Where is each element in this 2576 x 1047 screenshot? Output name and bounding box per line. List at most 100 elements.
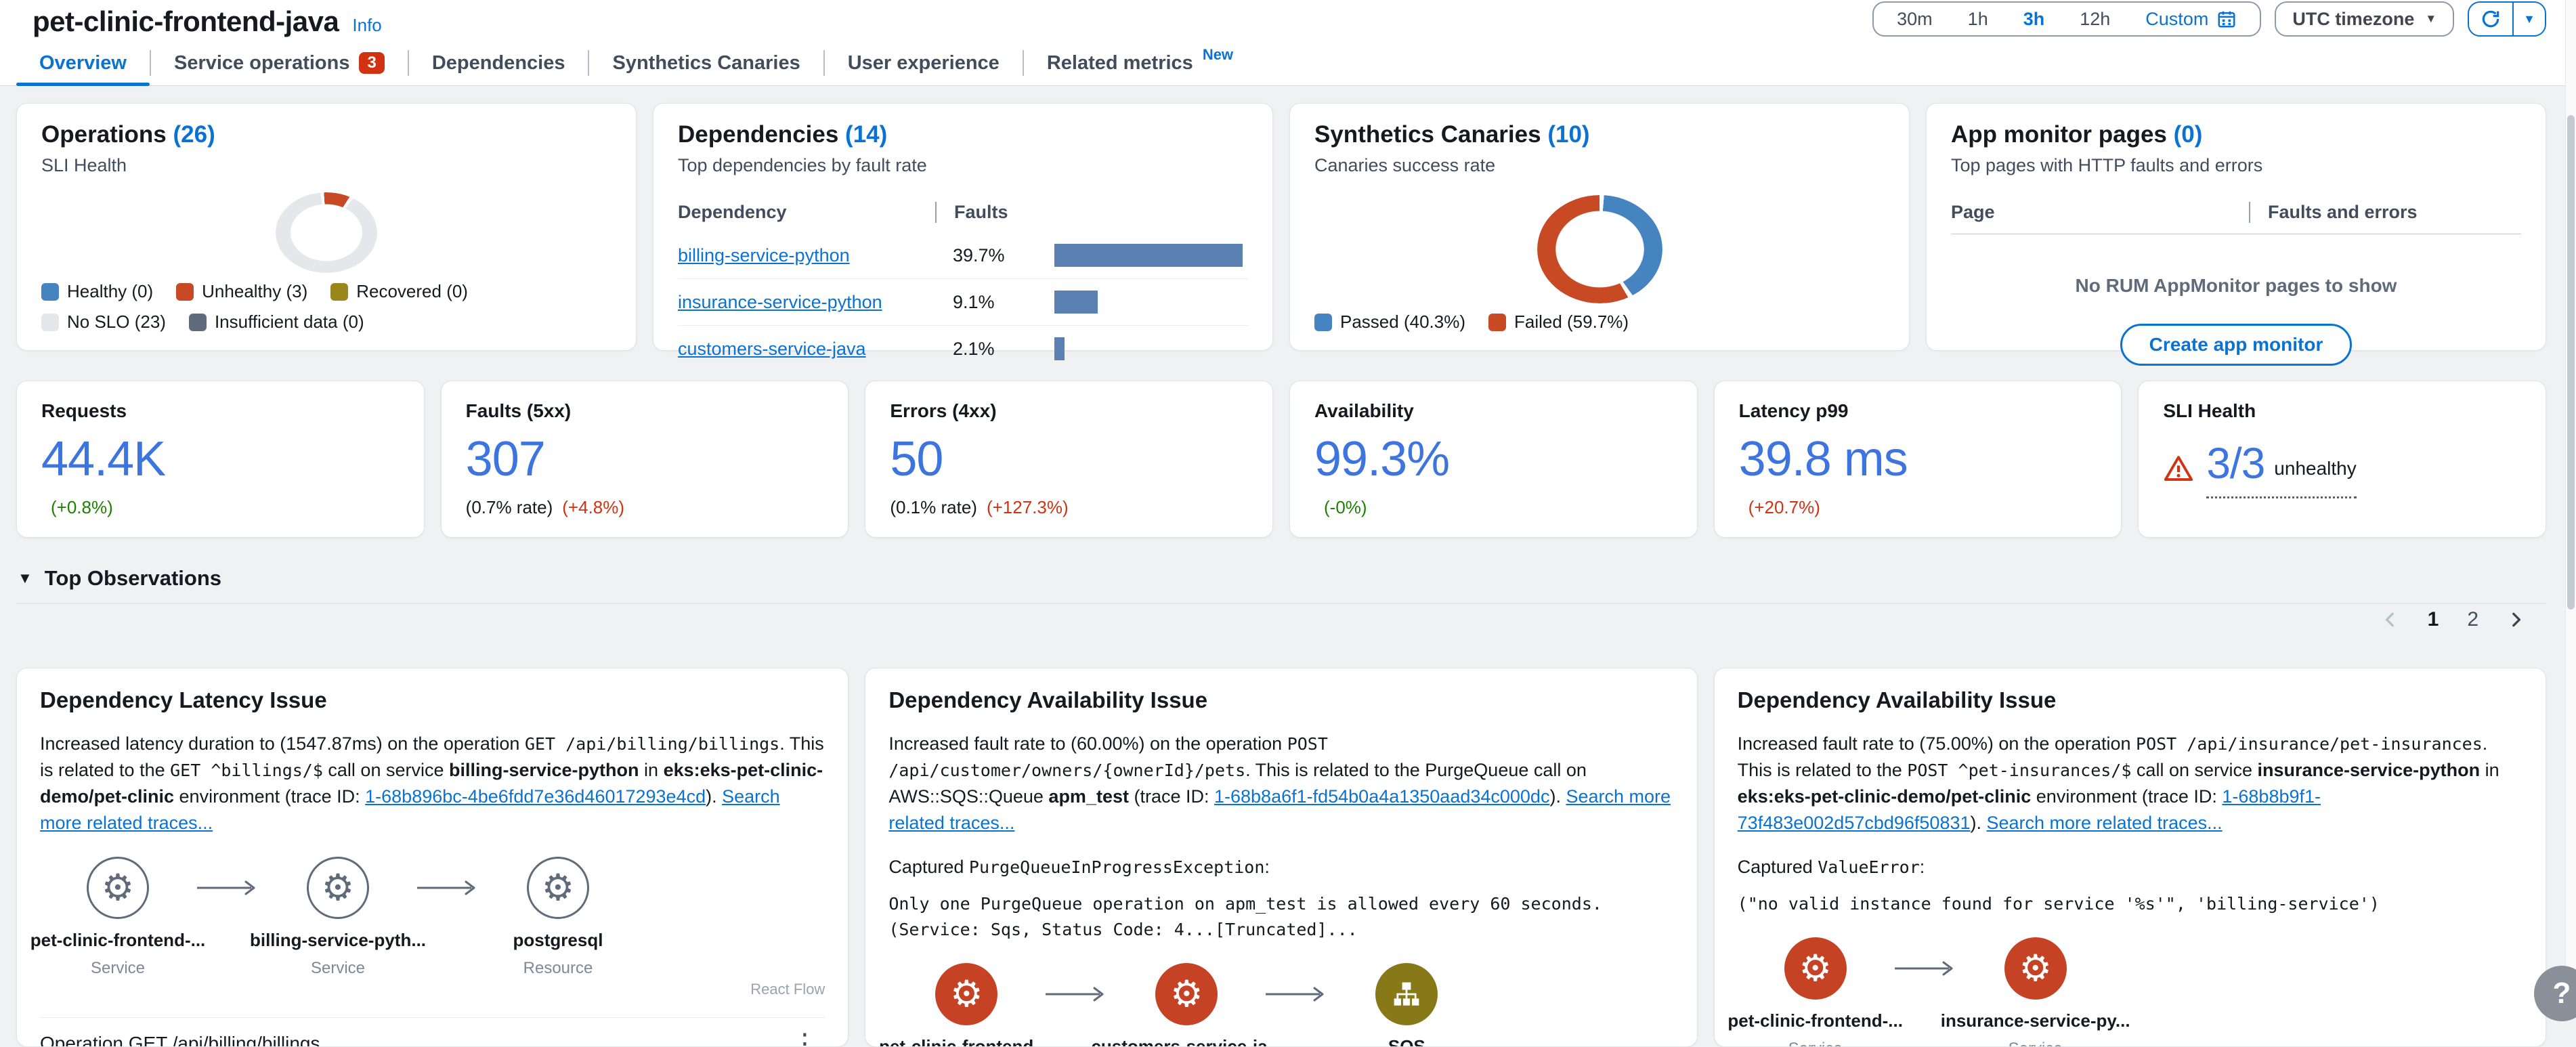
tab-label: Overview (39, 51, 127, 74)
top-observations-section-header[interactable]: ▼ Top Observations (18, 566, 221, 591)
observation-title: Dependency Availability Issue (888, 687, 1208, 712)
refresh-button-group: ▼ (2468, 1, 2546, 37)
inline-link[interactable]: 1-68b8b9f1-73f483e002d57cbd96f50831 (1737, 786, 2321, 833)
warning-icon (2164, 455, 2193, 481)
service-flow-diagram: ⚙ pet-clinic-frontend-... Service ⚙ insu… (1727, 937, 2523, 1046)
info-link[interactable]: Info (352, 15, 382, 35)
flow-node[interactable]: ⚙ pet-clinic-frontend-... Service (1727, 937, 1903, 1046)
card-title-text: Operations (41, 121, 167, 148)
service-node-circle: ⚙ (935, 963, 998, 1025)
inline-link[interactable]: Search more related traces... (888, 786, 1671, 833)
tab-user-experience[interactable]: User experience (825, 41, 1023, 85)
canaries-count-link[interactable]: (10) (1547, 121, 1590, 148)
service-flow-diagram: ⚙ pet-clinic-frontend-... Service ⚙ cust… (879, 963, 1673, 1046)
react-flow-attribution: React Flow (750, 981, 825, 998)
tab-related-metrics[interactable]: Related metrics New (1024, 41, 1256, 85)
section-divider (16, 603, 2546, 604)
create-app-monitor-button[interactable]: Create app monitor (2120, 324, 2353, 366)
tab-synthetics-canaries[interactable]: Synthetics Canaries (589, 41, 823, 85)
inline-link[interactable]: Search more related traces... (1986, 813, 2223, 833)
node-type-label: Service (90, 959, 146, 977)
metric-value: 50 (890, 432, 943, 486)
kebab-menu-icon[interactable]: ⋮ (791, 1029, 819, 1047)
flow-node[interactable]: ⚙ postgresql Resource (480, 857, 636, 978)
dependency-link[interactable]: insurance-service-python (678, 291, 882, 312)
time-range-3h[interactable]: 3h (2006, 3, 2063, 35)
previous-page-button[interactable] (2382, 610, 2399, 630)
synthetics-canaries-card: Synthetics Canaries (10) Canaries succes… (1289, 103, 1910, 351)
time-range-12h[interactable]: 12h (2062, 3, 2128, 35)
flow-node[interactable]: ⚙ customers-service-ja... Service (1091, 963, 1282, 1046)
gear-icon: ⚙ (2019, 947, 2052, 989)
time-range-custom[interactable]: Custom (2128, 3, 2254, 35)
tab-label: Dependencies (431, 51, 565, 74)
legend-chip (41, 282, 59, 301)
page-number-2[interactable]: 2 (2467, 608, 2478, 631)
next-page-button[interactable] (2507, 610, 2525, 630)
time-range-1h[interactable]: 1h (1950, 3, 2006, 35)
flow-node[interactable]: SQS Resource (1329, 963, 1484, 1046)
legend-label: Failed (59.7%) (1514, 312, 1629, 332)
exception-message: ("no valid instance found for service '%… (1737, 894, 2380, 914)
timezone-dropdown[interactable]: UTC timezone ▼ (2275, 1, 2455, 37)
inline-link[interactable]: 1-68b896bc-4be6fdd7e36d46017293e4cd (365, 786, 706, 807)
sli-health-value-group[interactable]: 3/3 unhealthy (2206, 438, 2357, 498)
inline-link[interactable]: 1-68b8a6f1-fd54b0a4a1350aad34c000dc (1214, 786, 1550, 807)
refresh-button[interactable] (2469, 3, 2514, 35)
app-monitor-count-link[interactable]: (0) (2173, 121, 2203, 148)
app-monitor-table-header: Page Faults and errors (1951, 196, 2521, 234)
text-segment: in (2480, 760, 2499, 780)
operations-count-link[interactable]: (26) (173, 121, 215, 148)
legend-item-passed: Passed (40.3%) (1314, 312, 1465, 333)
flow-node[interactable]: ⚙ billing-service-pyth... Service (250, 857, 426, 978)
dependency-link[interactable]: customers-service-java (678, 338, 866, 359)
refresh-options-button[interactable]: ▼ (2514, 3, 2545, 35)
metric-delta: (+20.7%) (1748, 497, 1820, 517)
dependencies-count-link[interactable]: (14) (845, 121, 888, 148)
legend-label: Insufficient data (0) (214, 312, 364, 332)
service-node-circle: ⚙ (87, 857, 149, 919)
scrollbar-thumb[interactable] (2567, 115, 2575, 610)
node-type-label: Service (1788, 1040, 1843, 1046)
node-type-label: Service (2009, 1040, 2063, 1046)
inline-link[interactable]: Search more related traces... (40, 786, 780, 833)
latency-metric-card: Latency p99 39.8 ms (+20.7%) (1713, 381, 2122, 538)
flow-edge-arrow (1266, 987, 1324, 1002)
tab-bar: Overview Service operations 3 Dependenci… (16, 41, 1256, 86)
custom-label: Custom (2145, 8, 2209, 29)
card-title-text: App monitor pages (1951, 121, 2167, 148)
page-number-1[interactable]: 1 (2427, 608, 2439, 631)
dependency-link[interactable]: billing-service-python (678, 244, 850, 265)
legend-chip (176, 282, 194, 301)
metric-value: 307 (465, 432, 546, 486)
flow-node[interactable]: ⚙ insurance-service-py... Service (1941, 937, 2130, 1046)
flow-node[interactable]: ⚙ pet-clinic-frontend-... Service (879, 963, 1054, 1046)
text-segment: : (1264, 857, 1270, 877)
fault-rate-bar (1054, 244, 1243, 267)
text-segment: : (1919, 857, 1925, 877)
table-row: billing-service-python 39.7% (678, 232, 1248, 278)
flow-node[interactable]: ⚙ pet-clinic-frontend-... Service (30, 857, 205, 978)
time-range-30m[interactable]: 30m (1879, 3, 1950, 35)
node-type-label: Service (310, 959, 366, 977)
tab-service-operations[interactable]: Service operations 3 (151, 41, 408, 85)
scrollbar[interactable] (2565, 0, 2576, 1006)
table-row: customers-service-java 2.1% (678, 325, 1248, 372)
node-label: pet-clinic-frontend-... (1727, 1010, 1903, 1031)
tab-overview[interactable]: Overview (16, 41, 150, 86)
tab-divider (407, 50, 409, 76)
tab-dependencies[interactable]: Dependencies (409, 41, 588, 85)
text-segment: eks:eks-pet-clinic-demo/pet-clinic (1737, 786, 2032, 807)
text-segment: GET ^billings/$ (170, 761, 323, 780)
canaries-legend: Passed (40.3%) Failed (59.7%) (1314, 303, 1885, 333)
operations-card: Operations (26) SLI Health Healthy (0) U… (16, 103, 637, 351)
metric-delta: (-0%) (1324, 497, 1367, 517)
text-segment: . This is related to the PurgeQueue call… (888, 760, 1587, 807)
service-node-circle (1375, 963, 1438, 1025)
text-segment: Increased latency duration to (1547.87ms… (40, 733, 525, 754)
legend-item-recovered: Recovered (0) (330, 281, 468, 302)
metric-label: Faults (5xx) (465, 400, 572, 421)
text-segment: billing-service-python (448, 760, 639, 780)
fault-rate-bar (1054, 291, 1098, 314)
observations-cards-row: Dependency Latency Issue Increased laten… (16, 668, 2546, 1047)
